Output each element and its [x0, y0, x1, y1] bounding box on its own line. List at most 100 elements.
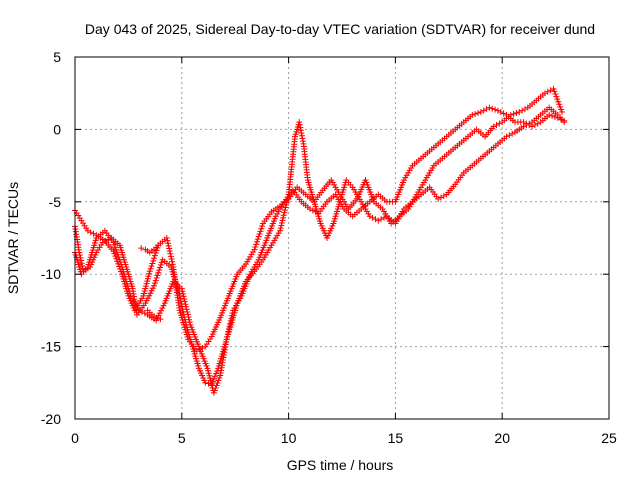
data-point — [281, 209, 288, 216]
data-point — [282, 204, 289, 211]
data-point — [541, 90, 548, 97]
data-point — [202, 379, 209, 386]
data-point — [546, 111, 553, 118]
data-point — [164, 237, 171, 244]
data-point — [214, 367, 221, 374]
data-point — [309, 207, 316, 214]
data-point — [253, 238, 260, 245]
data-point — [225, 325, 232, 332]
data-point — [523, 120, 530, 127]
data-point — [440, 193, 447, 200]
data-point — [181, 296, 188, 303]
data-point — [138, 308, 145, 315]
data-point — [102, 237, 109, 244]
data-point — [554, 96, 561, 103]
data-point — [180, 290, 187, 297]
data-point — [554, 114, 561, 121]
data-point — [299, 135, 306, 142]
data-point — [257, 228, 264, 235]
x-tick-label: 5 — [178, 430, 186, 446]
axis-ticks: 0 5 10 15 20 25 5 0 -5 -10 -15 -20 — [41, 49, 617, 446]
data-point — [151, 255, 158, 262]
data-point — [506, 132, 513, 139]
data-point — [84, 227, 91, 234]
data-point — [158, 259, 165, 266]
data-point — [156, 267, 163, 274]
data-point — [280, 212, 287, 219]
data-point — [165, 242, 172, 249]
data-point — [181, 298, 188, 305]
data-point — [472, 110, 479, 117]
x-tick-label: 20 — [494, 430, 510, 446]
data-point — [186, 316, 193, 323]
data-point — [154, 272, 161, 279]
data-point — [228, 315, 235, 322]
data-point — [298, 130, 305, 137]
data-point — [477, 109, 484, 116]
data-point — [110, 248, 117, 255]
data-point — [509, 130, 516, 137]
data-point — [151, 282, 158, 289]
data-point — [254, 236, 261, 243]
data-point — [435, 195, 442, 202]
data-point — [150, 257, 157, 264]
data-point — [183, 303, 190, 310]
data-point — [176, 292, 183, 299]
y-tick-label: -20 — [41, 411, 61, 427]
data-point — [497, 109, 504, 116]
data-point — [226, 323, 233, 330]
data-point — [549, 112, 556, 119]
data-point — [474, 109, 481, 116]
data-point — [531, 122, 538, 129]
data-point — [558, 106, 565, 113]
data-point — [210, 375, 217, 382]
data-point — [227, 317, 234, 324]
data-point — [90, 230, 97, 237]
y-axis-label: SDTVAR / TECUs — [5, 182, 21, 294]
data-point — [437, 194, 444, 201]
data-point — [516, 109, 523, 116]
data-point — [184, 311, 191, 318]
data-point — [369, 214, 376, 221]
data-point — [169, 258, 176, 265]
data-point — [519, 107, 526, 114]
data-point — [281, 207, 288, 214]
data-point — [146, 268, 153, 275]
data-point — [306, 206, 313, 213]
data-point — [278, 222, 285, 229]
plot-frame — [74, 56, 610, 420]
data-point — [496, 120, 503, 127]
data-point — [78, 260, 85, 267]
data-point — [520, 119, 527, 126]
series-4 — [138, 242, 162, 256]
data-point — [297, 124, 304, 131]
data-point — [163, 235, 170, 241]
data-point — [279, 217, 286, 224]
data-point — [79, 262, 86, 269]
data-point — [550, 85, 557, 92]
data-point — [253, 241, 260, 248]
data-point — [557, 103, 564, 110]
data-point — [149, 260, 156, 267]
data-point — [157, 316, 164, 323]
data-point — [503, 133, 510, 140]
data-point — [489, 105, 496, 112]
data-point — [510, 110, 517, 117]
data-point — [152, 250, 159, 257]
data-point — [178, 285, 185, 292]
data-point — [256, 230, 263, 237]
data-point — [212, 370, 219, 377]
data-point — [185, 314, 192, 321]
data-point — [480, 107, 487, 114]
data-point — [224, 333, 231, 340]
data-point — [280, 214, 287, 221]
x-axis-label: GPS time / hours — [287, 457, 394, 473]
data-point — [182, 301, 189, 308]
data-point — [141, 310, 148, 317]
data-point — [283, 201, 290, 208]
data-point — [277, 225, 284, 232]
data-point — [186, 319, 193, 326]
data-point — [490, 123, 497, 130]
x-tick-label: 15 — [388, 430, 404, 446]
data-point — [255, 233, 262, 240]
